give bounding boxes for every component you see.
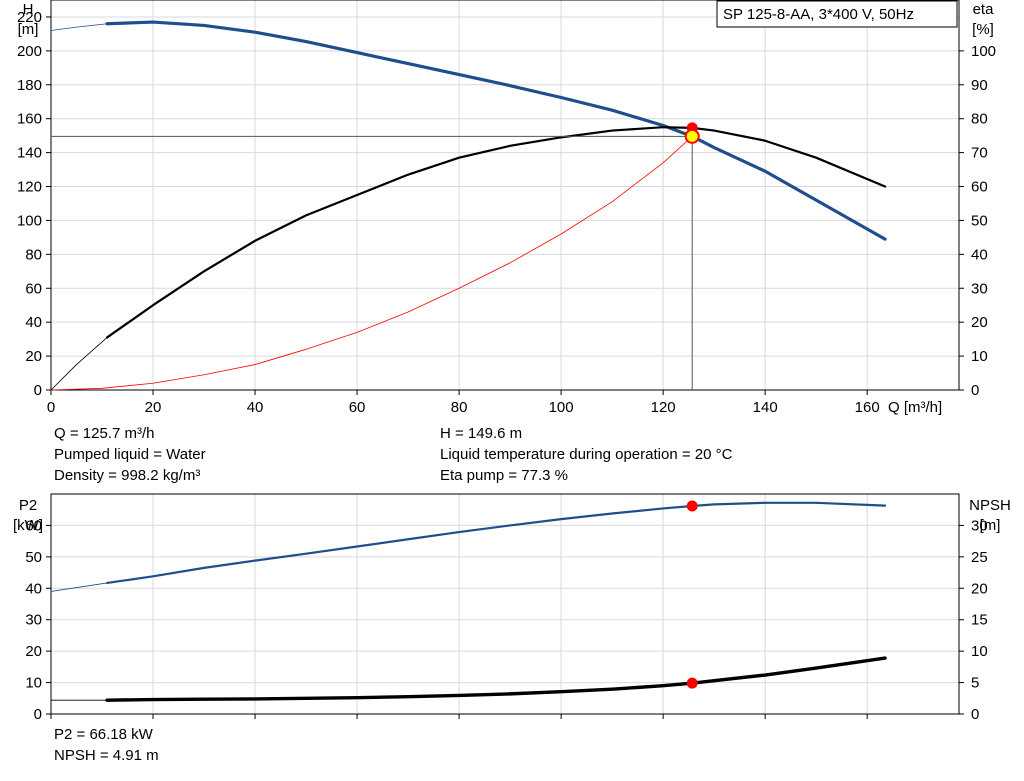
pump-label-box <box>716 0 958 28</box>
upper-y-tick-label: 0 <box>34 382 42 399</box>
head-duty-point <box>684 128 700 144</box>
lower-y2-tick-label: 30 <box>971 517 988 534</box>
lower-y-tick-label: 60 <box>25 517 42 534</box>
lower-y2-tick-label: 10 <box>971 643 988 660</box>
npsh-duty-point <box>686 677 698 689</box>
x-axis-title: Q [m³/h] <box>888 399 942 416</box>
upper-x-tick-label: 120 <box>651 399 676 416</box>
lower-y-tick-label: 0 <box>34 706 42 723</box>
upper-y-tick-label: 180 <box>17 77 42 94</box>
upper-y2-tick-label: 20 <box>971 314 988 331</box>
upper-y-tick-label: 60 <box>25 280 42 297</box>
upper-y-axis-title: H <box>23 1 34 18</box>
lower-y2-tick-label: 25 <box>971 549 988 566</box>
upper-y-axis-unit: [m] <box>18 21 39 38</box>
upper-y2-tick-label: 0 <box>971 382 979 399</box>
head-curve-extrapolation <box>50 23 108 31</box>
p2-duty-point <box>686 500 698 512</box>
efficiency-curve <box>106 126 887 339</box>
p2-readout: P2 = 66.18 kW <box>54 726 153 743</box>
pumped-liquid-readout: Pumped liquid = Water <box>54 446 206 463</box>
head-curve <box>105 20 887 241</box>
upper-curves <box>50 20 887 391</box>
upper-plot-frame <box>50 0 960 391</box>
lower-y-axis-title: P2 <box>19 497 37 514</box>
upper-y2-tick-label: 10 <box>971 348 988 365</box>
power-curve <box>106 501 887 585</box>
upper-x-tick-label: 160 <box>855 399 880 416</box>
upper-info-left: Q = 125.7 m³/h Pumped liquid = Water Den… <box>54 423 206 486</box>
lower-info: P2 = 66.18 kW NPSH = 4.91 m <box>54 724 159 766</box>
upper-y-tick-label: 200 <box>17 43 42 60</box>
upper-y-tick-label: 20 <box>25 348 42 365</box>
upper-y-tick-label: 120 <box>17 179 42 196</box>
lower-y2-tick-label: 5 <box>971 675 979 692</box>
upper-y2-tick-label: 90 <box>971 77 988 94</box>
upper-y2-tick-label: 70 <box>971 145 988 162</box>
upper-y-tick-label: 220 <box>17 9 42 26</box>
lower-y-tick-label: 20 <box>25 643 42 660</box>
upper-x-tick-label: 40 <box>247 399 264 416</box>
upper-x-tick-label: 60 <box>349 399 366 416</box>
flow-readout: Q = 125.7 m³/h <box>54 425 155 442</box>
lower-curves <box>50 500 887 702</box>
upper-axis-ticks: 0204060801001201401601802002200102030405… <box>17 9 996 416</box>
upper-y2-tick-label: 40 <box>971 246 988 263</box>
lower-y-tick-label: 10 <box>25 675 42 692</box>
lower-y2-tick-label: 0 <box>971 706 979 723</box>
pump-label: SP 125-8-AA, 3*400 V, 50Hz <box>723 6 914 23</box>
npsh-curve <box>105 656 887 702</box>
upper-y2-axis-title: eta <box>973 1 995 18</box>
upper-y2-tick-label: 50 <box>971 212 988 229</box>
lower-y-tick-label: 40 <box>25 580 42 597</box>
upper-y-tick-label: 40 <box>25 314 42 331</box>
upper-x-tick-label: 20 <box>145 399 162 416</box>
lower-y-tick-label: 30 <box>25 612 42 629</box>
upper-x-tick-label: 140 <box>753 399 778 416</box>
lower-y2-tick-label: 20 <box>971 580 988 597</box>
head-readout: H = 149.6 m <box>440 425 523 442</box>
upper-y-tick-label: 80 <box>25 246 42 263</box>
npsh-readout: NPSH = 4.91 m <box>54 747 159 764</box>
upper-x-tick-label: 100 <box>549 399 574 416</box>
upper-grid <box>51 0 959 390</box>
lower-y-axis-unit: [kW] <box>13 517 43 534</box>
upper-x-tick-label: 0 <box>47 399 55 416</box>
upper-y2-tick-label: 100 <box>971 43 996 60</box>
system-curve <box>50 135 693 391</box>
upper-x-tick-label: 80 <box>451 399 468 416</box>
lower-y2-tick-label: 15 <box>971 612 988 629</box>
lower-plot-frame <box>50 493 960 715</box>
upper-y-tick-label: 140 <box>17 145 42 162</box>
upper-y2-axis-unit: [%] <box>972 21 994 38</box>
density-readout: Density = 998.2 kg/m³ <box>54 467 201 484</box>
upper-y2-tick-label: 30 <box>971 280 988 297</box>
upper-y2-tick-label: 80 <box>971 111 988 128</box>
upper-info-right: H = 149.6 m Liquid temperature during op… <box>440 423 732 486</box>
lower-axis-ticks: 0 10 20 30 40 50 60 0 5 10 15 20 25 30 <box>25 517 987 723</box>
liquid-temperature-readout: Liquid temperature during operation = 20… <box>440 446 733 463</box>
eta-pump-readout: Eta pump = 77.3 % <box>440 467 568 484</box>
upper-y-tick-label: 100 <box>17 212 42 229</box>
upper-y2-tick-label: 60 <box>971 179 988 196</box>
power-curve-extrapolation <box>50 582 108 592</box>
upper-y-tick-label: 160 <box>17 111 42 128</box>
lower-y2-axis-title: NPSH <box>969 497 1011 514</box>
efficiency-curve-extrapolation <box>50 337 108 391</box>
lower-y-tick-label: 50 <box>25 549 42 566</box>
lower-y2-axis-unit: [m] <box>980 517 1001 534</box>
